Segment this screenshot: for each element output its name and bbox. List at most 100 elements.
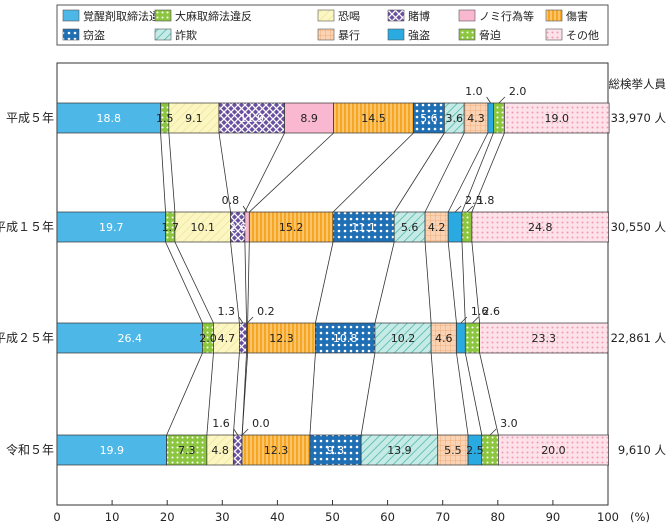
data-label: 23.3 — [532, 332, 557, 345]
legend-swatch — [546, 29, 562, 40]
bar-segment — [488, 103, 494, 133]
data-label: 7.3 — [178, 444, 196, 457]
total-label: 9,610 人 — [618, 443, 667, 457]
data-label: 1.7 — [161, 221, 179, 234]
connector-line — [233, 353, 239, 435]
x-tick-label: 90 — [546, 510, 561, 524]
total-label: 22,861 人 — [611, 331, 667, 345]
legend: 覚醒剤取締法違反大麻取締法違反恐喝賭博ノミ行為等傷害窃盗詐欺暴行強盗脅迫その他 — [57, 5, 608, 45]
connector-lines — [161, 133, 505, 435]
connector-line — [462, 242, 465, 323]
legend-swatch — [63, 10, 79, 21]
bar-segment — [239, 323, 246, 353]
callout-label: 0.2 — [257, 305, 275, 318]
legend-swatch — [459, 10, 475, 21]
connector-line — [425, 133, 464, 212]
connector-line — [248, 242, 250, 323]
x-tick-label: 10 — [105, 510, 120, 524]
connector-line — [465, 353, 482, 435]
data-label: 4.6 — [435, 332, 453, 345]
data-label: 4.3 — [467, 112, 485, 125]
callout-leader — [455, 206, 461, 212]
legend-swatch — [388, 29, 404, 40]
callout-label: 2.0 — [509, 85, 526, 98]
legend-swatch — [459, 29, 475, 40]
legend-swatch — [388, 10, 404, 21]
x-tick-label: 50 — [325, 510, 340, 524]
legend-swatch — [155, 29, 171, 40]
data-label: 11.9 — [240, 112, 265, 125]
connector-line — [169, 133, 175, 212]
category-label: 平成５年 — [6, 111, 54, 125]
data-label: 3.6 — [446, 112, 464, 125]
data-label: 2.5 — [466, 444, 484, 457]
connector-line — [245, 133, 285, 212]
callout-label: 1.0 — [465, 85, 483, 98]
connector-line — [456, 353, 468, 435]
legend-label: 傷害 — [566, 9, 588, 23]
x-unit-label: (%) — [630, 510, 650, 524]
data-label: 10.1 — [190, 221, 215, 234]
data-label: 20.0 — [541, 444, 566, 457]
bar-segment — [465, 323, 479, 353]
data-label: 18.8 — [97, 112, 122, 125]
callout-leader — [487, 97, 491, 103]
data-label: 19.0 — [545, 112, 570, 125]
connector-line — [375, 242, 394, 323]
data-label: 4.7 — [218, 332, 236, 345]
connector-line — [167, 353, 203, 435]
data-label: 5.5 — [444, 444, 462, 457]
connector-line — [431, 353, 438, 435]
legend-swatch — [318, 29, 334, 40]
data-label: 12.3 — [269, 332, 294, 345]
x-tick-label: 0 — [53, 510, 60, 524]
callout-leader — [234, 429, 238, 435]
data-label: 15.2 — [279, 221, 304, 234]
connector-line — [161, 133, 166, 212]
data-label: 26.4 — [117, 332, 142, 345]
connector-line — [166, 242, 203, 323]
data-label: 5.6 — [420, 112, 438, 125]
callout-leader — [242, 429, 248, 435]
legend-label: 強盗 — [408, 29, 430, 42]
data-label: 12.3 — [264, 444, 289, 457]
callout-leader — [490, 429, 496, 435]
x-tick-label: 30 — [215, 510, 230, 524]
callout-label: 0.8 — [222, 194, 240, 207]
legend-label: 暴行 — [338, 29, 360, 42]
data-label: 2.0 — [199, 332, 217, 345]
connector-line — [361, 353, 375, 435]
total-header: 総検挙人員 — [609, 77, 667, 91]
legend-label: 恐喝 — [338, 10, 360, 23]
data-label: 10.2 — [391, 332, 416, 345]
data-label: 5.6 — [401, 221, 419, 234]
legend-swatch — [63, 29, 79, 40]
total-label: 33,970 人 — [611, 111, 667, 125]
x-tick-label: 80 — [490, 510, 505, 524]
data-label: 9.3 — [327, 444, 345, 457]
data-label: 8.9 — [300, 112, 318, 125]
data-label: 11.1 — [351, 221, 376, 234]
callout-leader — [499, 97, 505, 103]
data-label: 9.1 — [185, 112, 203, 125]
legend-label: 賭博 — [408, 9, 430, 23]
data-label: 2.6 — [229, 221, 247, 234]
category-label: 令和５年 — [6, 442, 54, 457]
legend-label: ノミ行為等 — [479, 9, 534, 23]
data-label: 13.9 — [387, 444, 412, 457]
legend-swatch — [546, 10, 562, 21]
bar-segment — [482, 435, 499, 465]
data-label: 1.5 — [156, 112, 174, 125]
callout-label: 1.6 — [212, 417, 230, 430]
legend-label: 窃盗 — [83, 28, 105, 42]
callout-leader — [461, 317, 467, 323]
connector-line — [249, 133, 333, 212]
data-label: 4.8 — [211, 444, 229, 457]
connector-line — [310, 353, 316, 435]
bar-segment — [456, 323, 465, 353]
legend-label: 脅迫 — [479, 28, 501, 42]
